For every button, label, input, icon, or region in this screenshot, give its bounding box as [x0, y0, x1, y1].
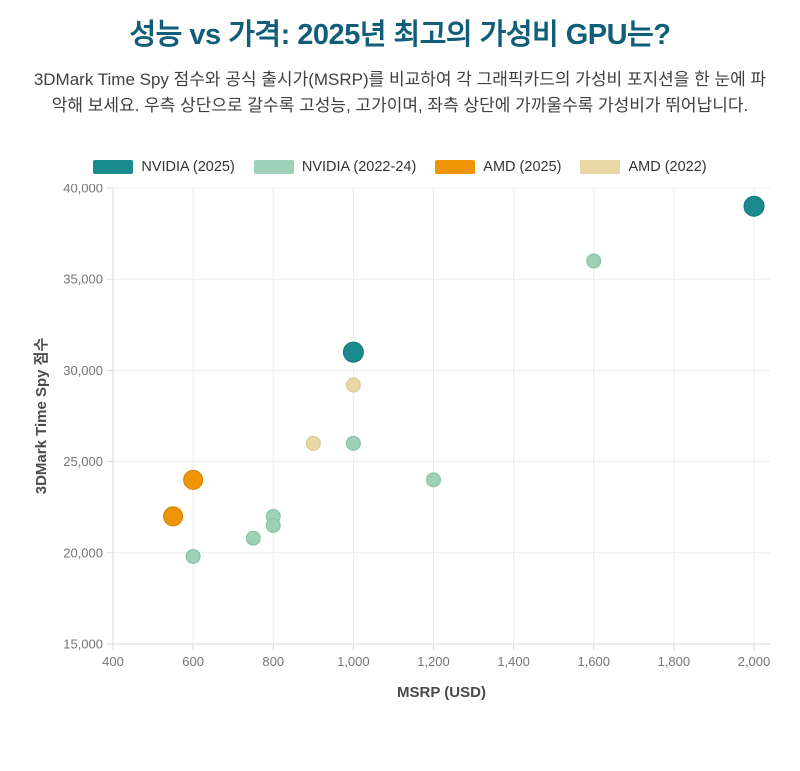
- data-point-3-0[interactable]: [345, 377, 361, 393]
- legend-label-nvidia-2022-24: NVIDIA (2022-24): [301, 159, 417, 176]
- y-tick-label: 15,000: [63, 637, 103, 652]
- data-point-1-6[interactable]: [185, 549, 201, 565]
- x-tick-label: 1,000: [337, 654, 370, 669]
- data-point-0-1[interactable]: [342, 342, 364, 364]
- legend-swatch-nvidia-2022-24: [253, 160, 294, 175]
- y-tick-label: 35,000: [63, 272, 103, 287]
- x-tick-label: 2,000: [738, 654, 771, 669]
- x-axis-title: MSRP (USD): [397, 684, 486, 701]
- data-point-1-1[interactable]: [345, 436, 361, 452]
- data-point-0-0[interactable]: [743, 196, 765, 218]
- gpu-scatter-chart: NVIDIA (2025) NVIDIA (2022-24) AMD (2025…: [0, 157, 800, 737]
- x-tick-label: 1,600: [577, 654, 610, 669]
- chart-legend: NVIDIA (2025) NVIDIA (2022-24) AMD (2025…: [0, 157, 800, 177]
- data-point-1-0[interactable]: [586, 253, 602, 269]
- x-tick-label: 400: [102, 654, 124, 669]
- legend-item-nvidia-2025[interactable]: NVIDIA (2025): [93, 159, 235, 175]
- legend-label-amd-2025: AMD (2025): [483, 159, 562, 176]
- x-tick-label: 1,800: [658, 654, 691, 669]
- data-point-1-5[interactable]: [245, 531, 261, 547]
- y-axis-title: 3DMark Time Spy 점수: [32, 338, 50, 495]
- legend-swatch-nvidia-2025: [93, 160, 134, 175]
- legend-swatch-amd-2022: [580, 160, 621, 175]
- x-tick-label: 1,400: [497, 654, 530, 669]
- y-tick-label: 20,000: [63, 546, 103, 561]
- legend-label-amd-2022: AMD (2022): [628, 159, 707, 176]
- legend-item-amd-2022[interactable]: AMD (2022): [580, 159, 707, 176]
- y-tick-label: 40,000: [63, 184, 103, 196]
- scatter-plot[interactable]: 400 600 800 1,000 1,200 1,400 1,600 1,800 2,000 1…: [0, 184, 800, 737]
- legend-swatch-amd-2025: [435, 160, 476, 175]
- y-tick-label: 30,000: [63, 363, 103, 378]
- page-subtitle: 3DMark Time Spy 점수와 공식 출시가(MSRP)를 비교하여 각…: [33, 69, 767, 116]
- data-point-1-2[interactable]: [426, 472, 441, 488]
- x-tick-label: 600: [182, 654, 204, 669]
- legend-item-nvidia-2022-24[interactable]: NVIDIA (2022-24): [253, 159, 417, 176]
- y-tick-label: 25,000: [63, 455, 103, 470]
- data-point-1-4[interactable]: [265, 518, 281, 534]
- x-tick-label: 1,200: [417, 654, 450, 669]
- legend-label-nvidia-2025: NVIDIA (2025): [141, 159, 235, 176]
- data-point-2-0[interactable]: [183, 470, 204, 491]
- legend-item-amd-2025[interactable]: AMD (2025): [435, 159, 561, 175]
- x-tick-label: 800: [262, 654, 284, 669]
- data-point-3-1[interactable]: [305, 436, 321, 452]
- page-title: 성능 vs 가격: 2025년 최고의 가성비 GPU는?: [129, 19, 672, 51]
- data-point-2-1[interactable]: [163, 506, 184, 527]
